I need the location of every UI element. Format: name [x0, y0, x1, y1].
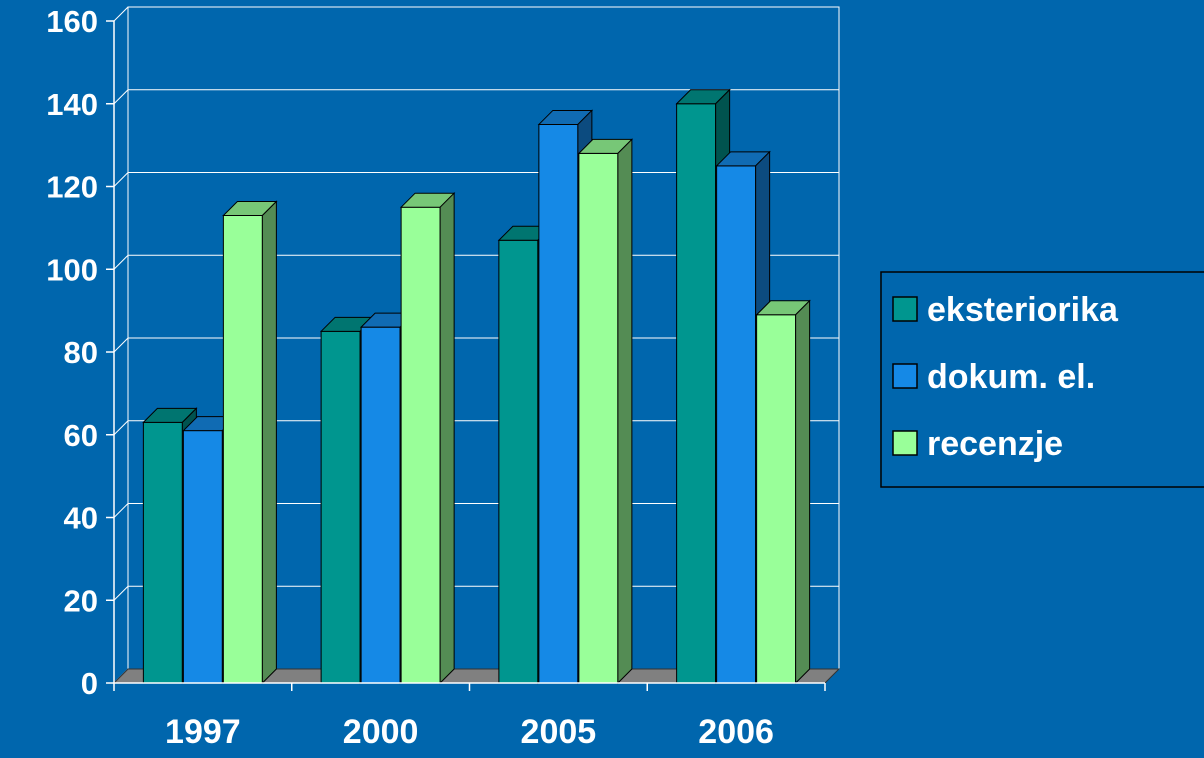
x-tick-label: 2000 — [343, 713, 419, 751]
y-tick-label: 120 — [46, 170, 98, 205]
legend-label: dokum. el. — [927, 358, 1095, 396]
y-tick-label: 40 — [64, 501, 98, 536]
x-tick-label: 2006 — [698, 713, 774, 751]
bar-front — [222, 214, 263, 684]
legend-label: eksteriorika — [927, 291, 1119, 329]
bar-side — [439, 191, 455, 685]
bar-front — [716, 165, 757, 684]
gridline-side — [113, 6, 129, 22]
legend: eksteriorika dokum. el. recenzje — [880, 271, 1204, 488]
legend-swatch — [892, 296, 918, 322]
bar-side — [795, 299, 811, 685]
legend-label: recenzje — [927, 425, 1063, 463]
bar-dokum-el--2006 — [715, 150, 771, 685]
y-tick-label: 140 — [46, 87, 98, 122]
bar-recenzje-1997 — [222, 200, 278, 685]
bar-front — [182, 430, 223, 684]
gridline-side — [113, 254, 129, 270]
bars — [142, 88, 811, 685]
bar-side — [617, 138, 633, 685]
bar-recenzje-2005 — [577, 138, 634, 685]
bar-recenzje-2000 — [399, 191, 456, 685]
legend-swatch — [892, 430, 918, 456]
x-tick-labels: 1997 2000 2005 2006 — [165, 713, 774, 751]
y-tick-label: 20 — [64, 583, 98, 618]
bar-front — [360, 326, 401, 684]
gridline-side — [113, 89, 129, 105]
gridline-side — [113, 585, 129, 601]
bar-front — [756, 314, 797, 684]
axes — [106, 20, 826, 691]
bar-front — [320, 330, 361, 684]
bar-side — [261, 200, 277, 685]
bar-front — [538, 123, 579, 684]
bar-front — [142, 421, 183, 684]
x-tick-label: 1997 — [165, 713, 241, 751]
y-tick-label: 0 — [81, 666, 98, 701]
legend-swatch — [892, 363, 918, 389]
bar-front — [498, 239, 539, 684]
y-tick-label: 80 — [64, 335, 98, 370]
bar-front — [676, 103, 717, 684]
gridline-side — [113, 503, 129, 518]
bar-recenzje-2006 — [755, 299, 811, 685]
legend-box — [880, 271, 1204, 488]
x-tick-label: 2005 — [521, 713, 597, 751]
y-tick-label: 100 — [46, 252, 98, 287]
gridline-side — [113, 172, 129, 187]
gridline-side — [113, 337, 129, 353]
y-tick-label: 60 — [64, 418, 98, 453]
gridline-side — [113, 420, 129, 436]
y-tick-labels: 0 20 40 60 80 100 120 140 160 — [46, 4, 98, 701]
y-tick-label: 160 — [46, 4, 98, 39]
bar-front — [578, 152, 619, 684]
bar-front — [400, 206, 441, 684]
